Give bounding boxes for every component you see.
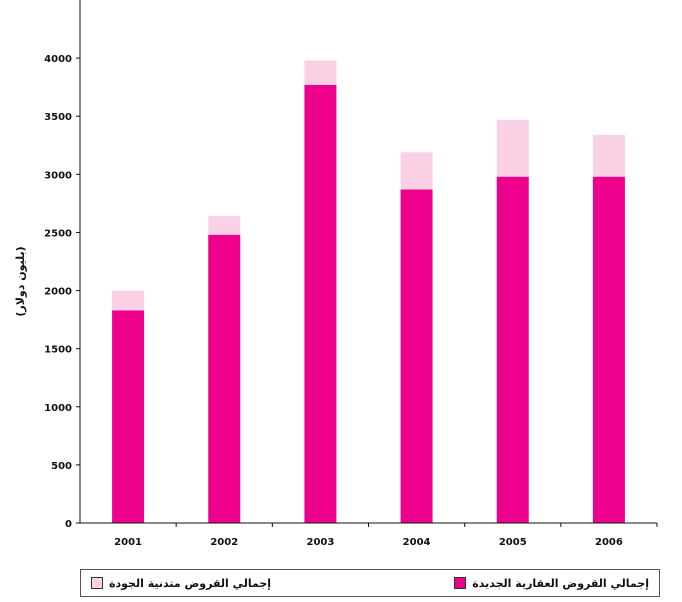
bar-new-loans-2003 xyxy=(304,84,337,523)
bar-subprime-loans-2002 xyxy=(208,216,241,235)
y-tick-label: 1000 xyxy=(44,403,72,414)
x-tick-label-2003: 2003 xyxy=(306,537,334,548)
legend-label-new-loans: إجمالي القروض العقارية الجديدة xyxy=(472,576,649,590)
bar-subprime-loans-2006 xyxy=(592,134,625,177)
bar-subprime-loans-2005 xyxy=(496,119,529,177)
x-ticks: 2001 2002 2003 2004 2005 2006 xyxy=(114,523,658,548)
axes-layer xyxy=(79,0,657,524)
bar-new-loans-2001 xyxy=(112,310,145,523)
bars-layer xyxy=(112,60,625,524)
x-tick-label-2004: 2004 xyxy=(403,537,431,548)
legend-entry-new-loans: إجمالي القروض العقارية الجديدة xyxy=(454,577,649,590)
x-tick-label-2002: 2002 xyxy=(210,537,238,548)
y-axis-title: (بليون دولار) xyxy=(14,246,27,316)
x-tick-label-2006: 2006 xyxy=(595,537,623,548)
bar-new-loans-2004 xyxy=(400,189,433,524)
y-tick-label: 1500 xyxy=(44,345,72,356)
legend-swatch-new-loans xyxy=(454,577,467,589)
y-tick-label: 2500 xyxy=(44,228,72,239)
bar-new-loans-2002 xyxy=(208,234,241,523)
bar-new-loans-2006 xyxy=(592,176,625,523)
y-tick-label: 3500 xyxy=(44,112,72,123)
x-tick-label-2001: 2001 xyxy=(114,537,142,548)
legend-entry-subprime-loans: إجمالي القروض متدنية الجودة xyxy=(91,577,271,590)
legend: إجمالي القروض العقارية الجديدة إجمالي ال… xyxy=(80,569,660,597)
bar-subprime-loans-2003 xyxy=(304,60,337,85)
y-tick-label: 3000 xyxy=(44,170,72,181)
y-tick-label: 4000 xyxy=(44,54,72,65)
y-ticks: 0 500 1000 1500 2000 2500 3000 3500 4000 xyxy=(44,54,80,530)
y-tick-label: 2000 xyxy=(44,287,72,298)
y-tick-label: 0 xyxy=(65,519,72,530)
legend-label-subprime-loans: إجمالي القروض متدنية الجودة xyxy=(109,576,272,590)
bar-new-loans-2005 xyxy=(496,176,529,523)
x-tick-label-2005: 2005 xyxy=(499,537,527,548)
legend-swatch-subprime-loans xyxy=(91,577,103,589)
bar-subprime-loans-2004 xyxy=(400,152,433,190)
y-tick-label: 500 xyxy=(51,461,72,472)
bar-subprime-loans-2001 xyxy=(112,290,145,311)
